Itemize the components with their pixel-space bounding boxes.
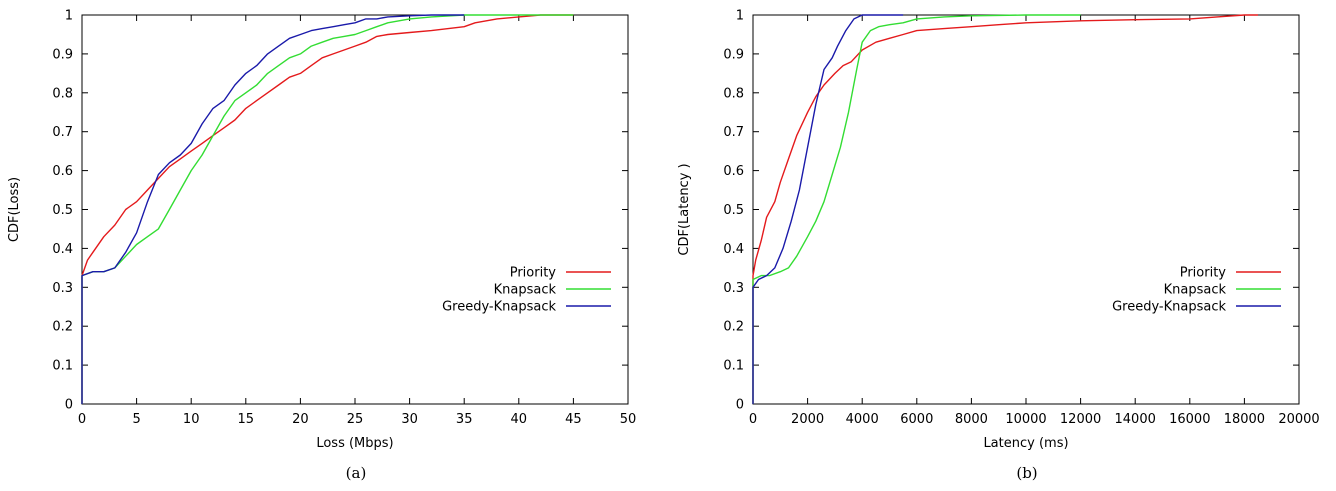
x-tick-label: 6000 — [900, 412, 933, 427]
y-tick-label: 0.7 — [723, 125, 744, 140]
legend-label: Knapsack — [494, 283, 557, 298]
legend-label: Priority — [1180, 266, 1227, 281]
y-tick-label: 0 — [736, 398, 744, 413]
y-tick-label: 0.6 — [723, 164, 744, 179]
series-line-knapsack — [752, 14, 1081, 404]
legend-label: Knapsack — [1164, 283, 1227, 298]
y-tick-label: 0.9 — [52, 47, 73, 62]
figure-caption: (a) — [346, 464, 367, 482]
x-tick-label: 40 — [511, 412, 528, 427]
x-tick-label: 35 — [456, 412, 473, 427]
legend-label: Priority — [510, 266, 557, 281]
x-tick-label: 30 — [401, 412, 418, 427]
y-tick-label: 0.1 — [52, 359, 73, 374]
y-axis-label: CDF(Loss) — [7, 177, 22, 242]
y-tick-label: 0.7 — [52, 125, 73, 140]
y-tick-label: 1 — [736, 9, 744, 24]
y-tick-label: 0.8 — [723, 86, 744, 101]
x-axis-label: Loss (Mbps) — [316, 436, 393, 451]
x-tick-label: 0 — [78, 412, 86, 427]
figure-caption: (b) — [1016, 464, 1037, 482]
x-tick-label: 45 — [565, 412, 582, 427]
x-tick-label: 18000 — [1224, 412, 1265, 427]
y-tick-label: 0.4 — [52, 242, 73, 257]
plot-frame — [81, 14, 629, 405]
y-tick-label: 0 — [65, 398, 73, 413]
y-tick-label: 0.5 — [723, 203, 744, 218]
y-tick-label: 0.8 — [52, 86, 73, 101]
x-tick-label: 8000 — [955, 412, 988, 427]
x-tick-label: 14000 — [1115, 412, 1156, 427]
y-tick-label: 0.1 — [723, 359, 744, 374]
series-line-priority — [81, 14, 574, 404]
x-tick-label: 15 — [238, 412, 255, 427]
y-tick-label: 0.2 — [52, 320, 73, 335]
x-tick-label: 16000 — [1169, 412, 1210, 427]
legend-label: Greedy-Knapsack — [442, 300, 556, 315]
x-tick-label: 4000 — [846, 412, 879, 427]
x-tick-label: 0 — [749, 412, 757, 427]
x-tick-label: 10 — [183, 412, 200, 427]
chart-b: 0 2000 4000 6000 8000 10000 12000 14000 16000 180… — [677, 9, 1320, 483]
series-line-priority — [752, 14, 1258, 404]
x-tick-label: 20000 — [1278, 412, 1319, 427]
legend-label: Greedy-Knapsack — [1112, 300, 1226, 315]
y-tick-label: 0.3 — [723, 281, 744, 296]
series-line-knapsack — [81, 14, 574, 404]
x-tick-label: 20 — [292, 412, 309, 427]
x-tick-label: 10000 — [1005, 412, 1046, 427]
x-axis-label: Latency (ms) — [983, 436, 1068, 451]
x-tick-label: 50 — [620, 412, 637, 427]
y-tick-label: 0.3 — [52, 281, 73, 296]
chart-a: 0 5 10 15 20 25 30 35 40 45 50 0 0.1 0.2 0.3 0.4 0.5 0.6 0… — [7, 9, 636, 483]
y-tick-label: 1 — [65, 9, 73, 24]
y-tick-label: 0.2 — [723, 320, 744, 335]
x-tick-label: 2000 — [791, 412, 824, 427]
x-tick-label: 12000 — [1060, 412, 1101, 427]
x-tick-label: 25 — [347, 412, 364, 427]
series-line-greedy-knapsack — [81, 14, 465, 404]
y-tick-label: 0.5 — [52, 203, 73, 218]
x-tick-label: 5 — [132, 412, 140, 427]
y-axis-label: CDF(Latency ) — [677, 163, 692, 255]
y-tick-label: 0.9 — [723, 47, 744, 62]
y-tick-label: 0.6 — [52, 164, 73, 179]
series-line-greedy-knapsack — [752, 14, 904, 404]
y-tick-label: 0.4 — [723, 242, 744, 257]
